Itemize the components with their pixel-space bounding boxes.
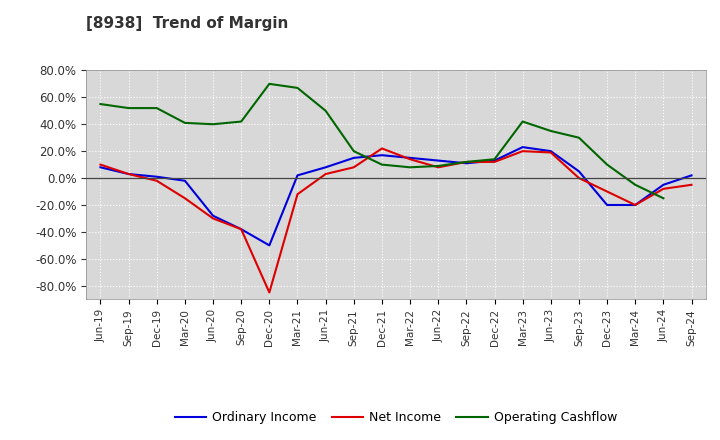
Net Income: [603, 189, 611, 194]
Ordinary Income: [153, 174, 161, 180]
Line: Operating Cashflow: Operating Cashflow: [101, 84, 663, 198]
Net Income: [575, 176, 583, 181]
Operating Cashflow: [237, 119, 246, 124]
Text: [8938]  Trend of Margin: [8938] Trend of Margin: [86, 16, 289, 31]
Operating Cashflow: [181, 120, 189, 125]
Operating Cashflow: [575, 135, 583, 140]
Net Income: [434, 165, 443, 170]
Operating Cashflow: [293, 85, 302, 91]
Ordinary Income: [181, 178, 189, 183]
Operating Cashflow: [321, 108, 330, 114]
Operating Cashflow: [631, 182, 639, 187]
Net Income: [237, 227, 246, 232]
Operating Cashflow: [153, 106, 161, 111]
Operating Cashflow: [125, 106, 133, 111]
Net Income: [490, 159, 499, 165]
Net Income: [546, 150, 555, 155]
Ordinary Income: [125, 172, 133, 177]
Net Income: [321, 172, 330, 177]
Operating Cashflow: [434, 163, 443, 169]
Operating Cashflow: [462, 159, 471, 165]
Legend: Ordinary Income, Net Income, Operating Cashflow: Ordinary Income, Net Income, Operating C…: [170, 407, 622, 429]
Ordinary Income: [631, 202, 639, 208]
Net Income: [349, 165, 358, 170]
Operating Cashflow: [377, 162, 386, 167]
Ordinary Income: [546, 149, 555, 154]
Net Income: [293, 191, 302, 197]
Net Income: [96, 162, 105, 167]
Ordinary Income: [490, 158, 499, 163]
Ordinary Income: [321, 165, 330, 170]
Operating Cashflow: [659, 196, 667, 201]
Ordinary Income: [406, 155, 415, 161]
Ordinary Income: [462, 161, 471, 166]
Net Income: [631, 202, 639, 208]
Operating Cashflow: [265, 81, 274, 87]
Operating Cashflow: [96, 101, 105, 106]
Ordinary Income: [687, 173, 696, 178]
Ordinary Income: [265, 243, 274, 248]
Ordinary Income: [659, 182, 667, 187]
Net Income: [265, 290, 274, 295]
Net Income: [462, 159, 471, 165]
Net Income: [153, 178, 161, 183]
Operating Cashflow: [518, 119, 527, 124]
Operating Cashflow: [209, 121, 217, 127]
Ordinary Income: [575, 169, 583, 174]
Line: Ordinary Income: Ordinary Income: [101, 147, 691, 246]
Net Income: [687, 182, 696, 187]
Ordinary Income: [349, 155, 358, 161]
Operating Cashflow: [406, 165, 415, 170]
Operating Cashflow: [603, 162, 611, 167]
Net Income: [209, 216, 217, 221]
Ordinary Income: [377, 153, 386, 158]
Ordinary Income: [96, 165, 105, 170]
Ordinary Income: [237, 227, 246, 232]
Net Income: [518, 149, 527, 154]
Net Income: [659, 186, 667, 191]
Net Income: [406, 157, 415, 162]
Operating Cashflow: [349, 149, 358, 154]
Ordinary Income: [293, 173, 302, 178]
Net Income: [377, 146, 386, 151]
Net Income: [125, 172, 133, 177]
Operating Cashflow: [490, 157, 499, 162]
Ordinary Income: [518, 144, 527, 150]
Operating Cashflow: [546, 128, 555, 134]
Line: Net Income: Net Income: [101, 148, 691, 293]
Net Income: [181, 196, 189, 201]
Ordinary Income: [209, 213, 217, 218]
Ordinary Income: [603, 202, 611, 208]
Ordinary Income: [434, 158, 443, 163]
